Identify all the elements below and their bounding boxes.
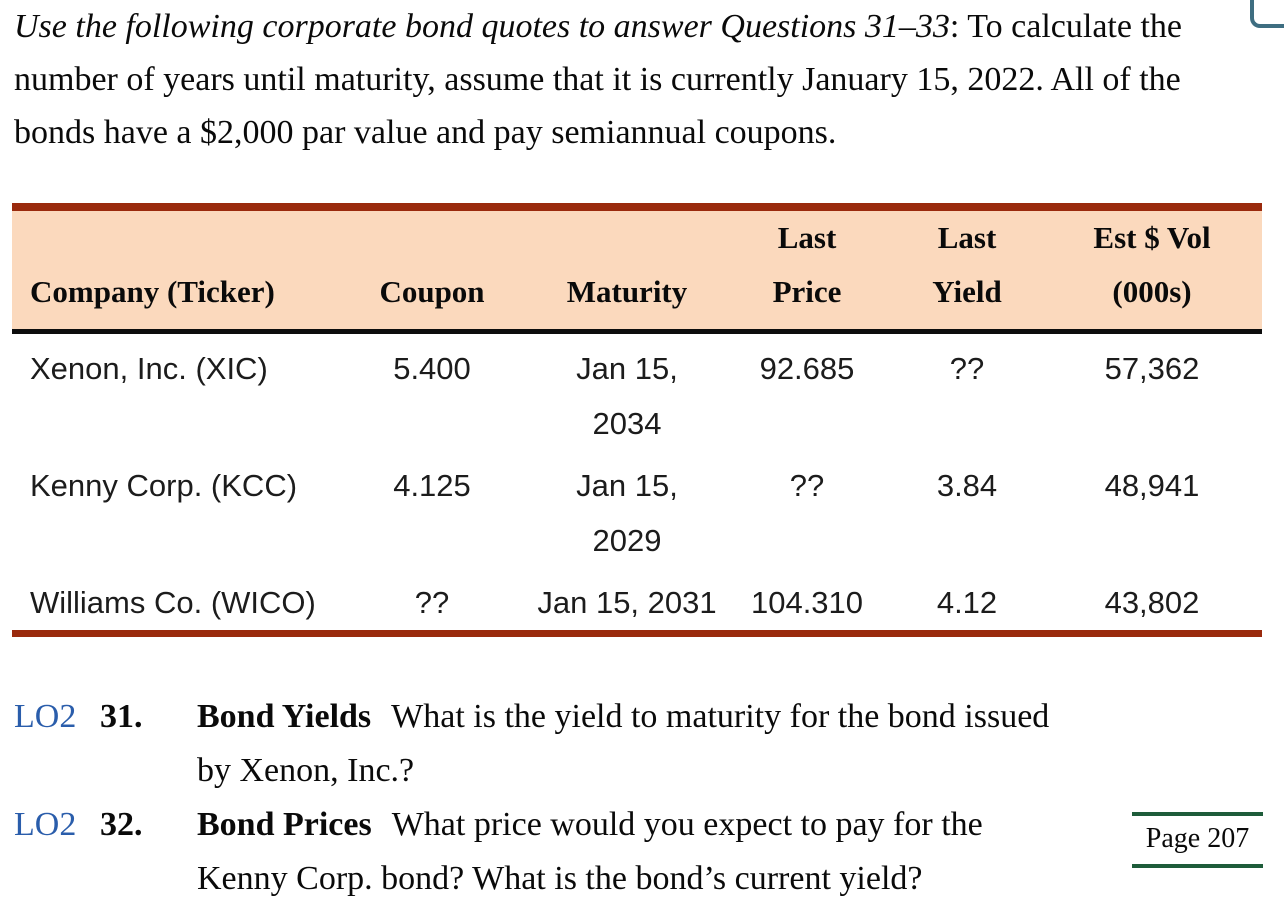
window-corner-decoration bbox=[1250, 0, 1284, 28]
table-row-xenon: Xenon, Inc. (XIC) 5.400 Jan 15, 2034 92.… bbox=[12, 332, 1262, 452]
cell-maturity: Jan 15, 2031 bbox=[537, 585, 717, 620]
intro-regular-text: : To calculate the number of years until… bbox=[14, 8, 1182, 151]
cell-last-yield: ?? bbox=[949, 351, 985, 386]
header-coupon: Coupon bbox=[332, 211, 532, 334]
cell-last-price: 92.685 bbox=[759, 351, 855, 386]
table-row-williams: Williams Co. (WICO) ?? Jan 15, 2031 104.… bbox=[12, 568, 1262, 630]
cell-est-vol: 48,941 bbox=[1104, 468, 1200, 503]
question-text: What is the yield to maturity for the bo… bbox=[197, 698, 1050, 789]
cell-coupon: 5.400 bbox=[393, 351, 471, 386]
question-body: Bond Prices What price would you expect t… bbox=[197, 798, 1069, 906]
cell-last-yield: 3.84 bbox=[936, 468, 998, 503]
question-number: 32. bbox=[100, 806, 143, 843]
table-header-row: Company (Ticker) Coupon Maturity Last Pr… bbox=[12, 211, 1262, 334]
cell-est-vol: 57,362 bbox=[1104, 351, 1200, 386]
page-number-marker: Page 207 bbox=[1132, 812, 1263, 868]
table-row-kenny: Kenny Corp. (KCC) 4.125 Jan 15, 2029 ?? … bbox=[12, 451, 1262, 568]
cell-est-vol: 43,802 bbox=[1104, 585, 1200, 620]
page-number-label: Page 207 bbox=[1145, 823, 1250, 854]
bond-quotes-table: Company (Ticker) Coupon Maturity Last Pr… bbox=[12, 203, 1262, 637]
cell-last-price: ?? bbox=[789, 468, 825, 503]
header-last-price: Last Price bbox=[722, 211, 892, 334]
cell-company: Kenny Corp. (KCC) bbox=[30, 468, 298, 503]
question-text: What price would you expect to pay for t… bbox=[197, 806, 983, 897]
questions-list: LO2 31. Bond Yields What is the yield to … bbox=[14, 690, 1154, 906]
cell-maturity: Jan 15, 2034 bbox=[576, 351, 678, 441]
cell-company: Xenon, Inc. (XIC) bbox=[30, 351, 268, 386]
question-31: LO2 31. Bond Yields What is the yield to … bbox=[14, 690, 1154, 798]
question-body: Bond Yields What is the yield to maturity… bbox=[197, 690, 1069, 798]
cell-last-yield: 4.12 bbox=[936, 585, 998, 620]
cell-company: Williams Co. (WICO) bbox=[30, 585, 316, 620]
header-company: Company (Ticker) bbox=[12, 211, 332, 334]
lo-tag: LO2 bbox=[14, 806, 77, 843]
header-last-yield: Last Yield bbox=[892, 211, 1042, 334]
lo-tag: LO2 bbox=[14, 698, 77, 735]
header-est-vol: Est $ Vol (000s) bbox=[1042, 211, 1262, 334]
cell-last-price: 104.310 bbox=[750, 585, 864, 620]
cell-coupon: 4.125 bbox=[393, 468, 471, 503]
intro-paragraph: Use the following corporate bond quotes … bbox=[14, 0, 1262, 159]
header-maturity: Maturity bbox=[532, 211, 722, 334]
cell-maturity: Jan 15, 2029 bbox=[576, 468, 678, 558]
question-title: Bond Yields bbox=[197, 698, 372, 735]
question-32: LO2 32. Bond Prices What price would you … bbox=[14, 798, 1154, 906]
cell-coupon: ?? bbox=[414, 585, 450, 620]
question-title: Bond Prices bbox=[197, 806, 372, 843]
question-number: 31. bbox=[100, 698, 143, 735]
intro-italic-text: Use the following corporate bond quotes … bbox=[14, 8, 950, 45]
